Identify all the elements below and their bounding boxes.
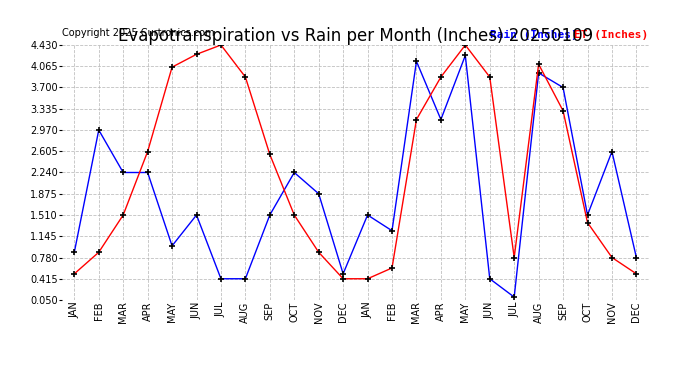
Title: Evapotranspiration vs Rain per Month (Inches) 20250109: Evapotranspiration vs Rain per Month (In… bbox=[118, 27, 593, 45]
Text: ET (Inches): ET (Inches) bbox=[574, 30, 649, 40]
Text: Copyright 2025 Curtronics.com: Copyright 2025 Curtronics.com bbox=[62, 28, 215, 38]
Text: Rain (Inches): Rain (Inches) bbox=[490, 30, 578, 40]
